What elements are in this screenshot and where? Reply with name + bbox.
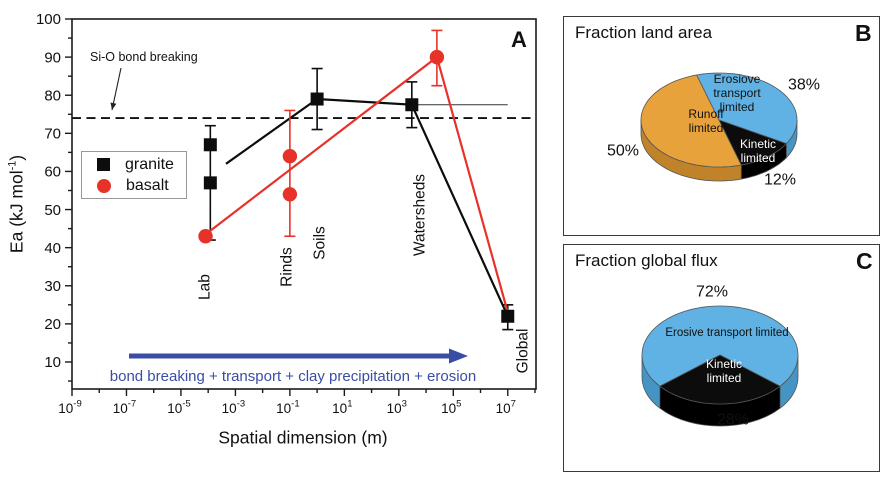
y-axis-title: Ea (kJ mol-1) bbox=[7, 155, 28, 253]
x-tick-label: 10-9 bbox=[58, 399, 81, 417]
panel-c-frame bbox=[563, 244, 880, 472]
y-tick-label: 80 bbox=[44, 87, 61, 104]
pie-b-slice bbox=[640, 74, 742, 168]
x-axis-title: Spatial dimension (m) bbox=[218, 427, 388, 448]
flow-arrow-caption: bond breaking + transport + clay precipi… bbox=[109, 368, 477, 386]
granite-point bbox=[310, 92, 324, 106]
x-tick-label: 105 bbox=[441, 399, 461, 417]
plot-frame bbox=[71, 18, 537, 390]
panel-b-frame bbox=[563, 16, 880, 236]
pie-c-slice bbox=[641, 305, 799, 387]
basalt-point bbox=[282, 187, 298, 202]
group-label-rinds: Rinds bbox=[279, 247, 296, 287]
y-tick-label: 60 bbox=[44, 164, 61, 181]
y-axis-title-sup: -1 bbox=[6, 160, 19, 171]
x-tick-label: 10-3 bbox=[222, 399, 245, 417]
x-tick-label: 10-1 bbox=[276, 399, 299, 417]
granite-point bbox=[405, 98, 419, 112]
annotation-arrow bbox=[111, 67, 122, 111]
y-axis-title-pre: Ea (kJ mol bbox=[6, 170, 27, 254]
y-axis-title-post: ) bbox=[6, 154, 27, 161]
granite-point bbox=[501, 309, 515, 323]
basalt-point bbox=[429, 49, 445, 65]
pie-b-label-runoff: Runoff limited bbox=[688, 106, 724, 135]
group-label-watersheds: Watersheds bbox=[412, 174, 429, 256]
pie-c-slice bbox=[659, 354, 781, 405]
si-o-annotation: Si-O bond breaking bbox=[90, 50, 198, 64]
y-tick-label: 40 bbox=[44, 240, 61, 257]
pie-c-label-kinetic: Kinetic limited bbox=[705, 356, 743, 385]
pie-b-slice bbox=[718, 119, 788, 166]
y-tick-label: 10 bbox=[44, 354, 61, 371]
pie-c-pct-erosive: 72% bbox=[695, 283, 729, 301]
granite-point bbox=[203, 176, 217, 190]
pie-b-label-erosive: Erosiove transport limited bbox=[713, 71, 761, 115]
x-tick-label: 107 bbox=[496, 399, 516, 417]
pie-b-slice bbox=[696, 72, 798, 145]
pie-c-pct-kinetic: 28% bbox=[716, 411, 750, 429]
granite-trend-line bbox=[225, 97, 509, 317]
panel-b-title: Fraction land area bbox=[575, 23, 713, 42]
basalt-swatch-icon bbox=[97, 178, 111, 193]
y-tick-label: 90 bbox=[44, 49, 61, 66]
legend-label-granite: granite bbox=[125, 155, 174, 173]
y-tick-label: 20 bbox=[44, 316, 61, 333]
y-tick-label: 70 bbox=[44, 126, 61, 143]
pie-b-label-kinetic: Kinetic limited bbox=[739, 136, 777, 165]
granite-point bbox=[203, 138, 217, 152]
group-label-lab: Lab bbox=[197, 274, 214, 300]
group-label-global: Global bbox=[515, 329, 532, 374]
pie-b-pct-erosive: 38% bbox=[787, 76, 821, 94]
y-tick-label: 30 bbox=[44, 278, 61, 295]
legend-label-basalt: basalt bbox=[126, 176, 169, 194]
panel-c-title: Fraction global flux bbox=[575, 251, 718, 270]
group-label-soils: Soils bbox=[312, 226, 329, 260]
panel-letter-c: C bbox=[856, 248, 873, 274]
annotation-arrowhead bbox=[110, 102, 117, 110]
x-tick-label: 103 bbox=[387, 399, 407, 417]
pie-c-label-erosive: Erosive transport limited bbox=[665, 327, 789, 340]
x-tick-label: 101 bbox=[332, 399, 352, 417]
y-tick-label: 50 bbox=[44, 202, 61, 219]
granite-swatch-icon bbox=[97, 158, 110, 171]
x-tick-label: 10-5 bbox=[167, 399, 190, 417]
panel-letter-b: B bbox=[855, 20, 872, 46]
basalt-trend-line bbox=[207, 55, 509, 313]
basalt-point bbox=[198, 229, 213, 244]
y-tick-label: 100 bbox=[36, 11, 61, 28]
pie-b-pct-runoff: 50% bbox=[606, 142, 640, 160]
flow-arrow-head bbox=[449, 348, 468, 364]
basalt-point bbox=[282, 148, 298, 164]
legend-item-basalt: basalt bbox=[82, 177, 186, 195]
x-tick-label: 10-7 bbox=[113, 399, 136, 417]
pie-b-pct-kinetic: 12% bbox=[763, 171, 797, 189]
panel-letter-a: A bbox=[511, 27, 527, 52]
legend-item-granite: granite bbox=[82, 156, 186, 174]
legend: granite basalt bbox=[81, 151, 187, 199]
